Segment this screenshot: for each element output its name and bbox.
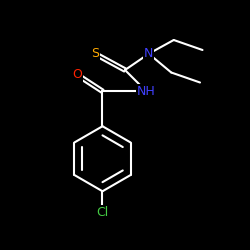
Text: NH: NH (137, 85, 156, 98)
Text: S: S (91, 47, 99, 60)
Text: N: N (144, 47, 154, 60)
Text: O: O (72, 68, 83, 82)
Text: Cl: Cl (96, 206, 108, 219)
